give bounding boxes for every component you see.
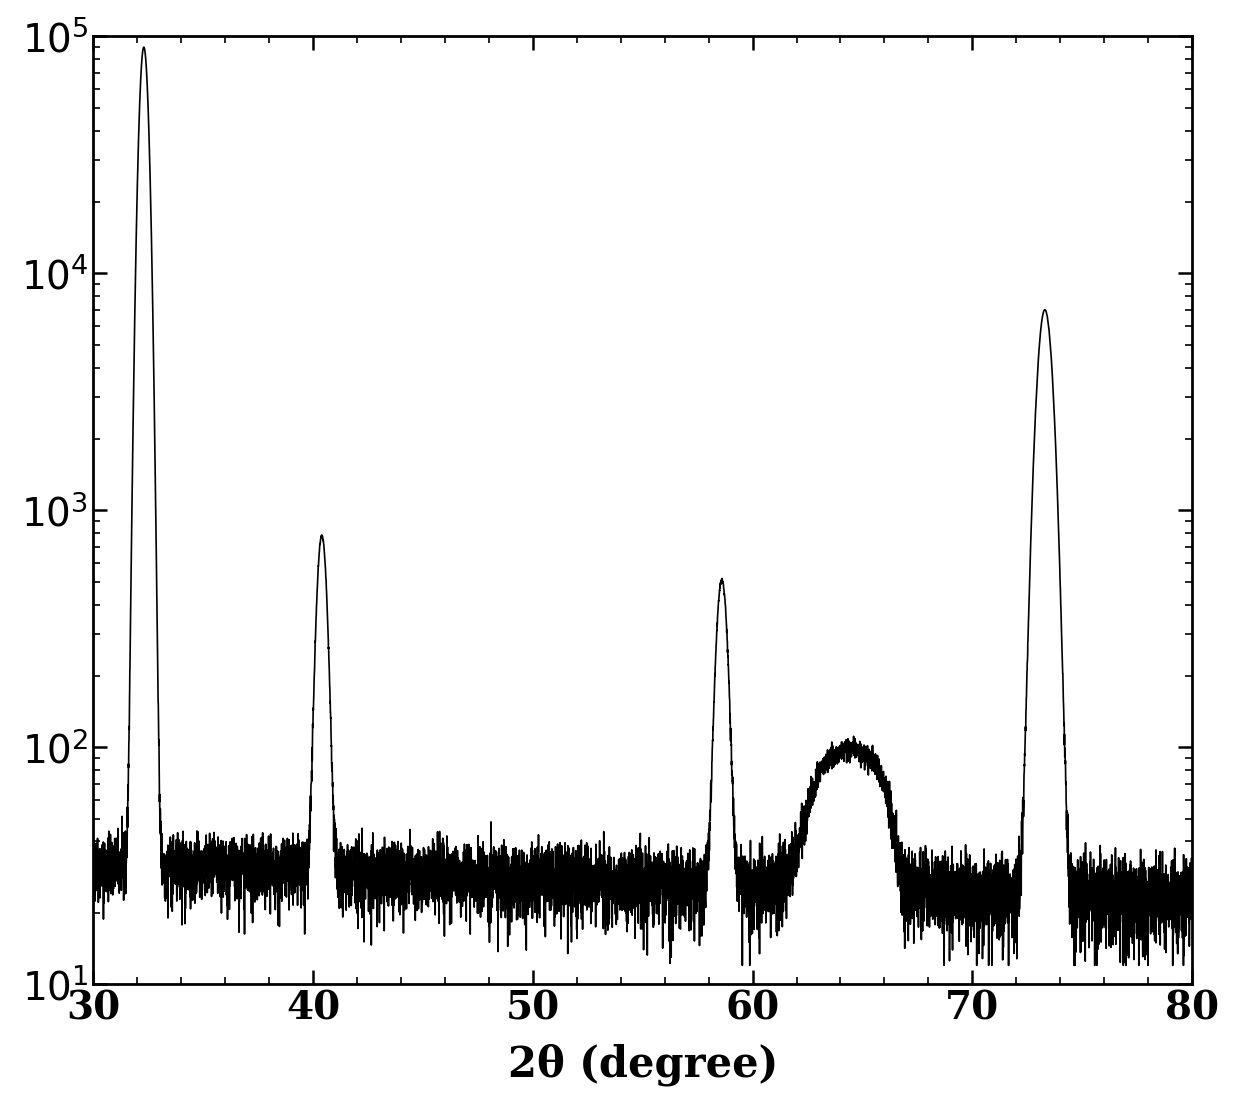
X-axis label: 2θ (degree): 2θ (degree) bbox=[507, 1044, 777, 1086]
